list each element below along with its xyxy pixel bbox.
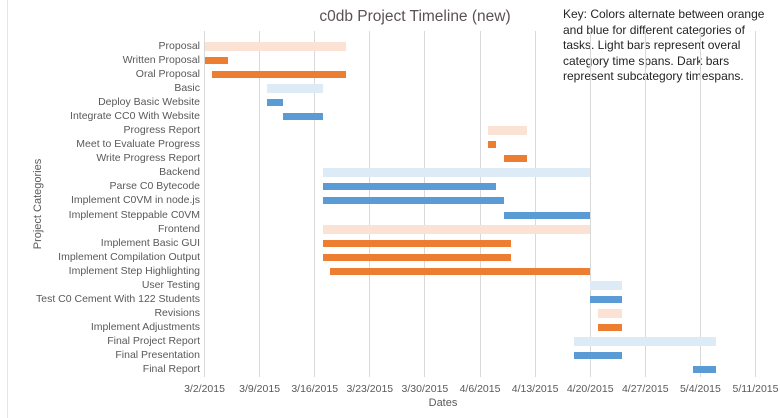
x-tick-label: 4/6/2015 bbox=[459, 383, 501, 395]
gantt-bar bbox=[267, 98, 284, 106]
gantt-bar bbox=[330, 267, 591, 275]
gridline-vertical bbox=[644, 31, 646, 377]
category-label: User Testing bbox=[141, 278, 200, 291]
gridline-vertical bbox=[534, 31, 536, 377]
y-axis-title: Project Categories bbox=[32, 158, 44, 250]
gantt-bar bbox=[267, 83, 323, 93]
gantt-bar bbox=[283, 112, 323, 120]
gantt-bar bbox=[322, 197, 504, 205]
category-label: Implement Adjustments bbox=[90, 321, 200, 334]
x-tick-label: 4/27/2015 bbox=[621, 383, 669, 395]
gantt-bar bbox=[212, 70, 347, 78]
category-label: Test C0 Cement With 122 Students bbox=[36, 293, 200, 306]
category-label: Oral Proposal bbox=[135, 67, 200, 80]
category-label: Frontend bbox=[157, 222, 200, 235]
x-tick-label: 3/16/2015 bbox=[291, 383, 339, 395]
key-note-line: tasks. Light bars represent overal bbox=[563, 38, 741, 52]
gantt-bar bbox=[590, 296, 622, 304]
gridline-vertical bbox=[589, 31, 591, 377]
category-label: Parse C0 Bytecode bbox=[109, 180, 200, 193]
gantt-bar bbox=[574, 337, 717, 347]
category-label: Deploy Basic Website bbox=[98, 95, 200, 108]
category-label: Implement Steppable C0VM bbox=[68, 208, 200, 221]
category-label: Progress Report bbox=[123, 124, 200, 137]
gantt-bar bbox=[322, 239, 512, 247]
category-label: Proposal bbox=[158, 39, 200, 52]
gridline-vertical bbox=[755, 31, 756, 377]
gantt-bar bbox=[322, 253, 512, 261]
x-tick-label: 4/20/2015 bbox=[566, 383, 614, 395]
gantt-bar bbox=[503, 211, 591, 219]
category-label: Final Report bbox=[142, 363, 200, 376]
x-tick-label: 5/11/2015 bbox=[732, 383, 779, 395]
x-tick-label: 3/23/2015 bbox=[346, 383, 394, 395]
chart-left-border bbox=[7, 0, 8, 418]
category-label: Implement C0VM in node.js bbox=[71, 194, 200, 207]
gantt-bar bbox=[590, 280, 622, 290]
category-label: Implement Step Highlighting bbox=[68, 264, 200, 277]
key-note-line: represent subcategory timespans. bbox=[563, 69, 744, 83]
category-label: Backend bbox=[159, 166, 200, 179]
x-axis-title: Dates bbox=[428, 397, 458, 409]
gantt-bar bbox=[574, 352, 622, 360]
gantt-bar bbox=[204, 41, 347, 51]
key-note: Key: Colors alternate between orange and … bbox=[563, 7, 779, 85]
category-label: Write Progress Report bbox=[96, 152, 200, 165]
gantt-bar bbox=[322, 224, 591, 234]
key-note-line: category time spans. Dark bars bbox=[563, 53, 730, 68]
gantt-bar bbox=[204, 56, 229, 64]
gantt-bar bbox=[487, 141, 496, 149]
key-note-line: and blue for different categories of bbox=[563, 22, 745, 37]
gantt-bar bbox=[322, 183, 496, 191]
chart-title: c0db Project Timeline (new) bbox=[319, 8, 511, 25]
x-tick-label: 5/4/2015 bbox=[679, 383, 721, 395]
key-note-line: Key: Colors alternate between orange bbox=[563, 7, 765, 21]
category-label: Meet to Evaluate Progress bbox=[76, 138, 200, 151]
gantt-bar bbox=[692, 366, 717, 374]
x-tick-label: 4/13/2015 bbox=[511, 383, 559, 395]
gantt-bar bbox=[503, 155, 528, 163]
gantt-bar bbox=[598, 309, 622, 319]
x-tick-label: 3/9/2015 bbox=[239, 383, 281, 395]
gantt-bar bbox=[322, 168, 591, 178]
category-label: Final Presentation bbox=[115, 349, 200, 362]
x-tick-label: 3/30/2015 bbox=[401, 383, 449, 395]
gridline-vertical bbox=[259, 31, 261, 377]
gantt-bar bbox=[598, 324, 622, 332]
category-label: Implement Basic GUI bbox=[100, 236, 200, 249]
gantt-bar bbox=[487, 126, 528, 136]
gridline-vertical bbox=[204, 31, 205, 377]
gridline-vertical bbox=[699, 31, 701, 377]
category-label: Implement Compilation Output bbox=[58, 250, 200, 263]
gridline-vertical bbox=[314, 31, 316, 377]
category-label: Basic bbox=[174, 81, 200, 94]
category-label: Revisions bbox=[154, 307, 200, 320]
category-label: Integrate CC0 With Website bbox=[70, 109, 200, 122]
category-label: Final Project Report bbox=[107, 335, 200, 348]
category-label: Written Proposal bbox=[122, 53, 200, 66]
x-tick-label: 3/2/2015 bbox=[184, 383, 225, 395]
